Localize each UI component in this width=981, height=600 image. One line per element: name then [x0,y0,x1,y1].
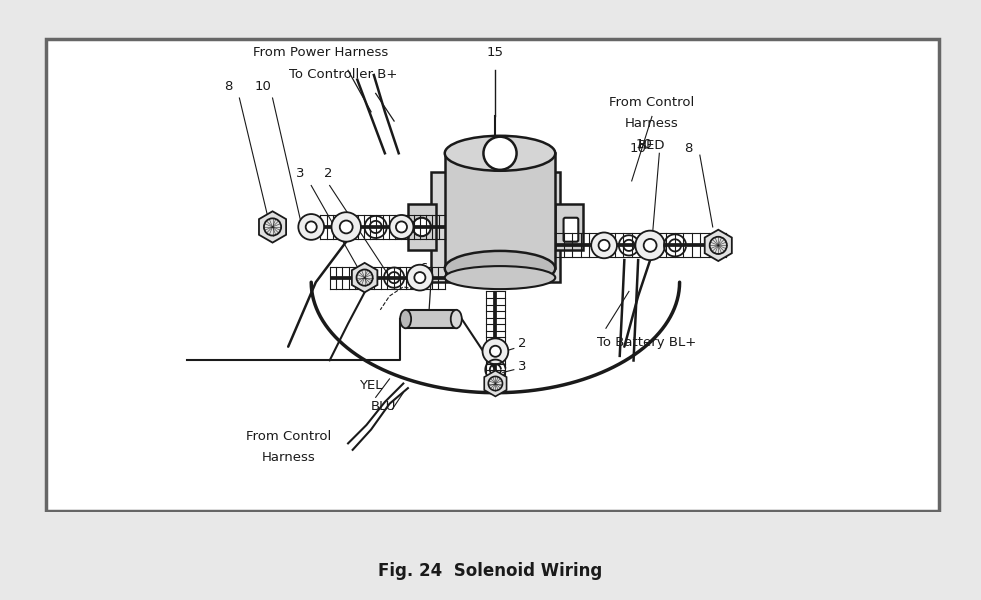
Text: 2: 2 [324,167,332,180]
Text: 10: 10 [635,137,652,151]
Text: YEL: YEL [359,379,383,392]
Circle shape [636,230,665,260]
Text: 15: 15 [487,46,504,59]
Text: Harness: Harness [262,451,316,464]
Text: To Controller B+: To Controller B+ [289,68,397,82]
Text: To Battery BL+: To Battery BL+ [596,335,696,349]
Polygon shape [444,153,555,268]
Circle shape [332,212,361,242]
Circle shape [644,239,656,252]
Circle shape [306,221,317,232]
Text: Harness: Harness [625,118,679,130]
Ellipse shape [444,251,555,286]
Text: 2: 2 [518,337,527,350]
Circle shape [298,214,324,240]
Text: 3: 3 [296,167,304,180]
Text: 8: 8 [224,80,232,94]
Text: 3: 3 [518,361,527,373]
Circle shape [490,346,501,357]
Circle shape [592,232,617,258]
Text: 10: 10 [255,80,272,94]
Circle shape [396,221,407,232]
Polygon shape [408,204,436,250]
FancyBboxPatch shape [563,218,578,242]
Polygon shape [485,371,506,397]
Ellipse shape [444,136,555,171]
Circle shape [413,218,431,236]
Circle shape [339,221,352,233]
Text: RED: RED [639,139,666,152]
Text: 6: 6 [420,262,428,275]
Ellipse shape [450,310,462,328]
Circle shape [407,265,433,290]
Text: BLU: BLU [371,400,396,413]
Text: 10: 10 [630,142,646,155]
Circle shape [414,272,426,283]
Polygon shape [555,204,583,250]
Text: From Control: From Control [609,96,695,109]
Ellipse shape [444,266,555,289]
Polygon shape [352,263,378,292]
Text: From Power Harness: From Power Harness [253,46,388,59]
FancyBboxPatch shape [46,39,939,511]
Text: Fig. 24  Solenoid Wiring: Fig. 24 Solenoid Wiring [379,562,602,580]
Circle shape [484,137,517,170]
Text: 8: 8 [685,142,693,155]
Polygon shape [704,230,732,261]
Ellipse shape [400,310,411,328]
Circle shape [598,240,609,251]
Polygon shape [259,211,286,242]
Text: From Control: From Control [246,430,332,443]
Polygon shape [431,172,560,282]
Circle shape [483,338,508,364]
Polygon shape [405,310,456,328]
Circle shape [389,215,413,239]
